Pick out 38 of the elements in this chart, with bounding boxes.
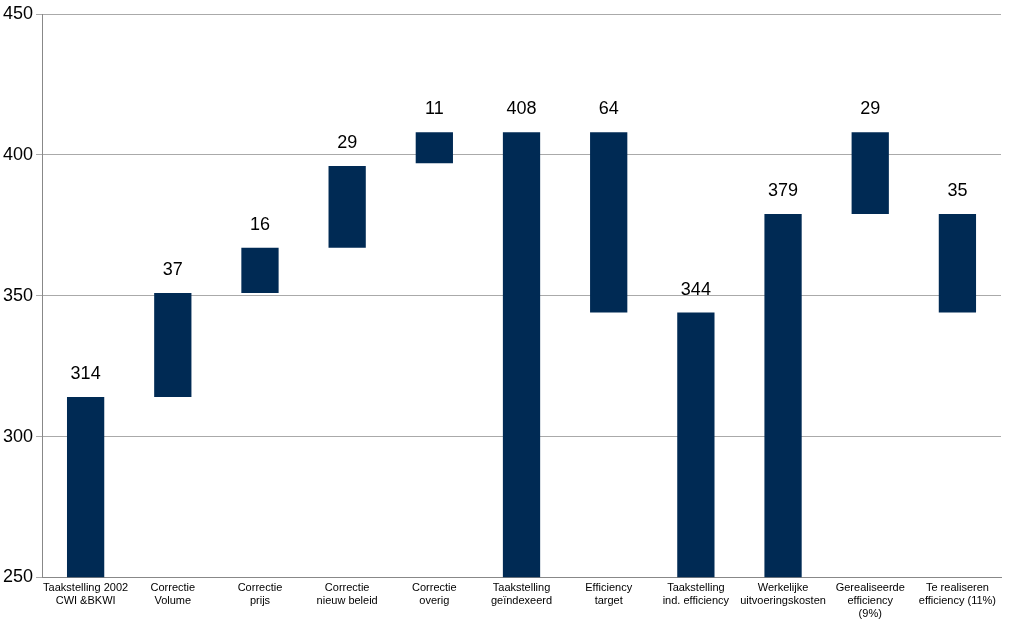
data-label: 344: [680, 278, 711, 299]
y-tick-label: 300: [2, 425, 34, 446]
x-tick-label: Correctie prijs: [237, 581, 283, 607]
bar: [241, 247, 279, 293]
bar: [154, 292, 192, 398]
y-tick-label: 250: [2, 566, 34, 587]
y-tick-label: 350: [2, 284, 34, 305]
bar: [66, 397, 105, 578]
x-tick-label: Correctie nieuw beleid: [316, 581, 378, 607]
data-label: 314: [70, 363, 101, 384]
x-tick-label: Taakstelling ind. efficiency: [662, 581, 730, 607]
x-tick-label: Taakstelling geïndexeerd: [490, 581, 553, 607]
y-tick-label: 400: [2, 143, 34, 164]
x-tick-label: Correctie Volume: [150, 581, 196, 607]
data-label: 29: [860, 98, 881, 119]
bar: [415, 132, 453, 164]
data-label: 64: [598, 98, 619, 119]
x-tick-label: Efficiency target: [585, 581, 633, 607]
bar: [938, 214, 977, 313]
data-label: 29: [337, 132, 358, 153]
x-tick-label: Taakstelling 2002 CWI &BKWI: [43, 581, 129, 607]
data-label: 11: [424, 98, 444, 119]
bar: [677, 312, 715, 578]
x-tick-label: Correctie overig: [412, 581, 457, 607]
bar: [764, 214, 802, 578]
data-label: 408: [506, 98, 537, 119]
data-label: 37: [162, 258, 183, 279]
x-tick-label: Werkelijke uitvoeringskosten: [740, 581, 826, 607]
bar: [590, 132, 628, 313]
data-label: 379: [768, 179, 799, 200]
y-tick-label: 450: [2, 2, 34, 23]
bar: [328, 166, 366, 248]
data-label: 16: [249, 213, 270, 234]
bar: [851, 132, 889, 215]
data-label: 35: [947, 179, 968, 200]
x-tick-label: Gerealiseerde efficiency (9%): [835, 581, 905, 620]
bar: [502, 132, 541, 578]
x-tick-label: Te realiseren efficiency (11%): [918, 581, 997, 607]
